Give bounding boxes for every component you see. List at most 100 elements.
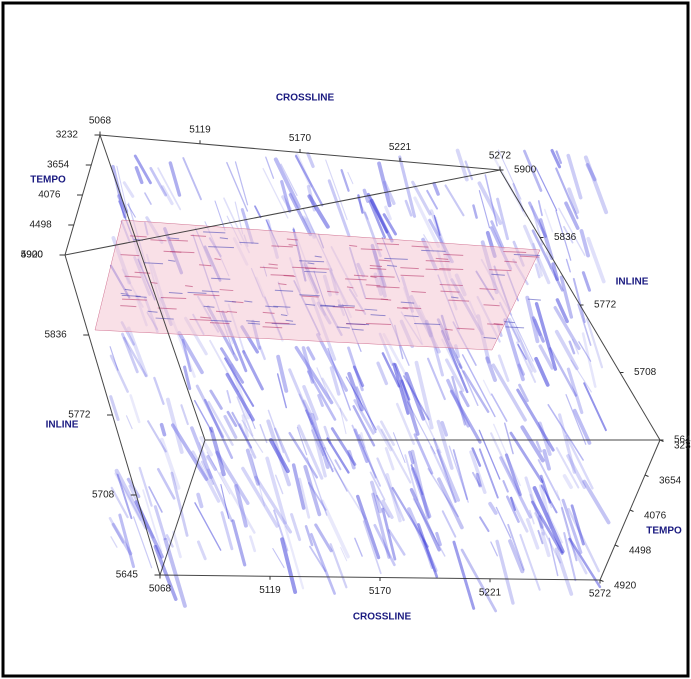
- seismic-streak: [519, 533, 541, 591]
- slice-trace: [214, 258, 221, 261]
- tick-label: 5068: [149, 584, 172, 595]
- tick-label: 5645: [116, 570, 139, 581]
- slice-trace: [435, 257, 449, 260]
- seismic-streak: [353, 399, 375, 435]
- seismic-streak: [532, 318, 542, 337]
- seismic-streak: [207, 468, 233, 523]
- seismic-streak: [220, 484, 230, 519]
- seismic-streak: [116, 473, 133, 520]
- seismic-streak: [172, 530, 182, 559]
- seismic-streak: [199, 435, 213, 457]
- slice-trace: [292, 266, 317, 269]
- seismic-streak: [118, 513, 136, 569]
- tick-mark: [659, 439, 664, 442]
- tick-mark: [614, 544, 619, 547]
- seismic-streak: [506, 495, 520, 523]
- slice-trace: [504, 321, 515, 324]
- seismic-streak: [490, 541, 498, 557]
- seismic-streak: [110, 486, 129, 519]
- seismic-streak: [417, 523, 439, 578]
- seismic-streak: [582, 479, 611, 525]
- seismic-streak: [475, 472, 482, 488]
- seismic-streak: [452, 540, 476, 610]
- seismic-streak: [159, 437, 181, 490]
- seismic-streak: [469, 450, 487, 495]
- seismic-streak: [545, 251, 552, 270]
- seismic-streak: [381, 499, 394, 519]
- axis-title: INLINE: [46, 420, 79, 431]
- seismic-streak: [568, 537, 602, 589]
- seismic-streak: [440, 420, 449, 437]
- seismic-streak: [153, 376, 165, 405]
- seismic-streak: [265, 156, 275, 179]
- seismic-streak: [314, 523, 333, 553]
- seismic-streak: [540, 531, 551, 558]
- seismic-streak: [510, 496, 517, 511]
- seismic-streak: [340, 547, 348, 562]
- slice-trace: [265, 305, 279, 308]
- seismic-streak: [362, 520, 382, 575]
- slice-trace: [246, 320, 260, 323]
- seismic-streak: [382, 180, 396, 206]
- seismic-streak: [294, 154, 324, 207]
- seismic-streak: [563, 225, 574, 244]
- seismic-streak: [538, 421, 552, 456]
- seismic-streak: [116, 165, 129, 216]
- seismic-streak: [563, 532, 577, 582]
- seismic-streak: [490, 220, 505, 250]
- seismic-streak: [144, 192, 152, 205]
- seismic-streak: [241, 414, 250, 438]
- seismic-streak: [458, 363, 479, 406]
- slice-trace: [265, 322, 290, 325]
- seismic-streak: [530, 500, 564, 555]
- seismic-streak: [392, 432, 406, 464]
- slice-trace: [189, 318, 212, 321]
- seismic-streak: [567, 187, 580, 214]
- seismic-streak: [539, 484, 553, 530]
- slice-trace: [168, 239, 188, 242]
- seismic-streak: [446, 378, 470, 428]
- seismic-streak: [114, 468, 149, 530]
- slice-trace: [479, 288, 497, 291]
- seismic-streak: [490, 432, 520, 494]
- slice-trace: [193, 294, 220, 297]
- slice-trace: [400, 301, 415, 304]
- seismic-streak: [524, 476, 546, 536]
- seismic-streak: [265, 456, 288, 525]
- seismic-streak: [452, 449, 469, 501]
- seismic-streak: [555, 298, 569, 324]
- slice-trace: [155, 317, 174, 320]
- seismic-streak: [445, 358, 465, 393]
- seismic-streak: [376, 457, 405, 522]
- slice-trace: [387, 264, 397, 267]
- seismic-streak: [356, 494, 381, 560]
- seismic-streak: [404, 199, 413, 217]
- seismic-streak: [190, 426, 213, 479]
- seismic-streak: [427, 357, 446, 401]
- tick-label: 5272: [489, 151, 512, 162]
- seismic-streak: [329, 366, 341, 396]
- seismic-streak: [381, 352, 401, 388]
- seismic-streak: [159, 422, 167, 437]
- slice-trace: [167, 237, 180, 240]
- seismic-streak: [273, 427, 291, 463]
- seismic-streak: [538, 218, 554, 260]
- seismic-streak: [273, 509, 289, 552]
- slice-trace: [370, 314, 386, 317]
- seismic-streak: [564, 201, 580, 230]
- seismic-streak: [262, 167, 289, 219]
- seismic-streak: [298, 477, 311, 519]
- slice-trace: [425, 268, 451, 271]
- seismic-streak: [551, 262, 560, 281]
- seismic-streak: [209, 426, 226, 477]
- seismic-streak: [133, 516, 153, 569]
- slice-trace: [143, 262, 164, 265]
- tick-label: 3654: [47, 160, 70, 171]
- seismic-streak: [503, 318, 525, 382]
- seismic-streak: [142, 489, 163, 553]
- seismic-streak: [306, 457, 328, 516]
- seismic-streak: [556, 490, 570, 532]
- slice-trace: [400, 267, 419, 270]
- seismic-streak: [371, 492, 391, 559]
- seismic-streak: [525, 517, 540, 550]
